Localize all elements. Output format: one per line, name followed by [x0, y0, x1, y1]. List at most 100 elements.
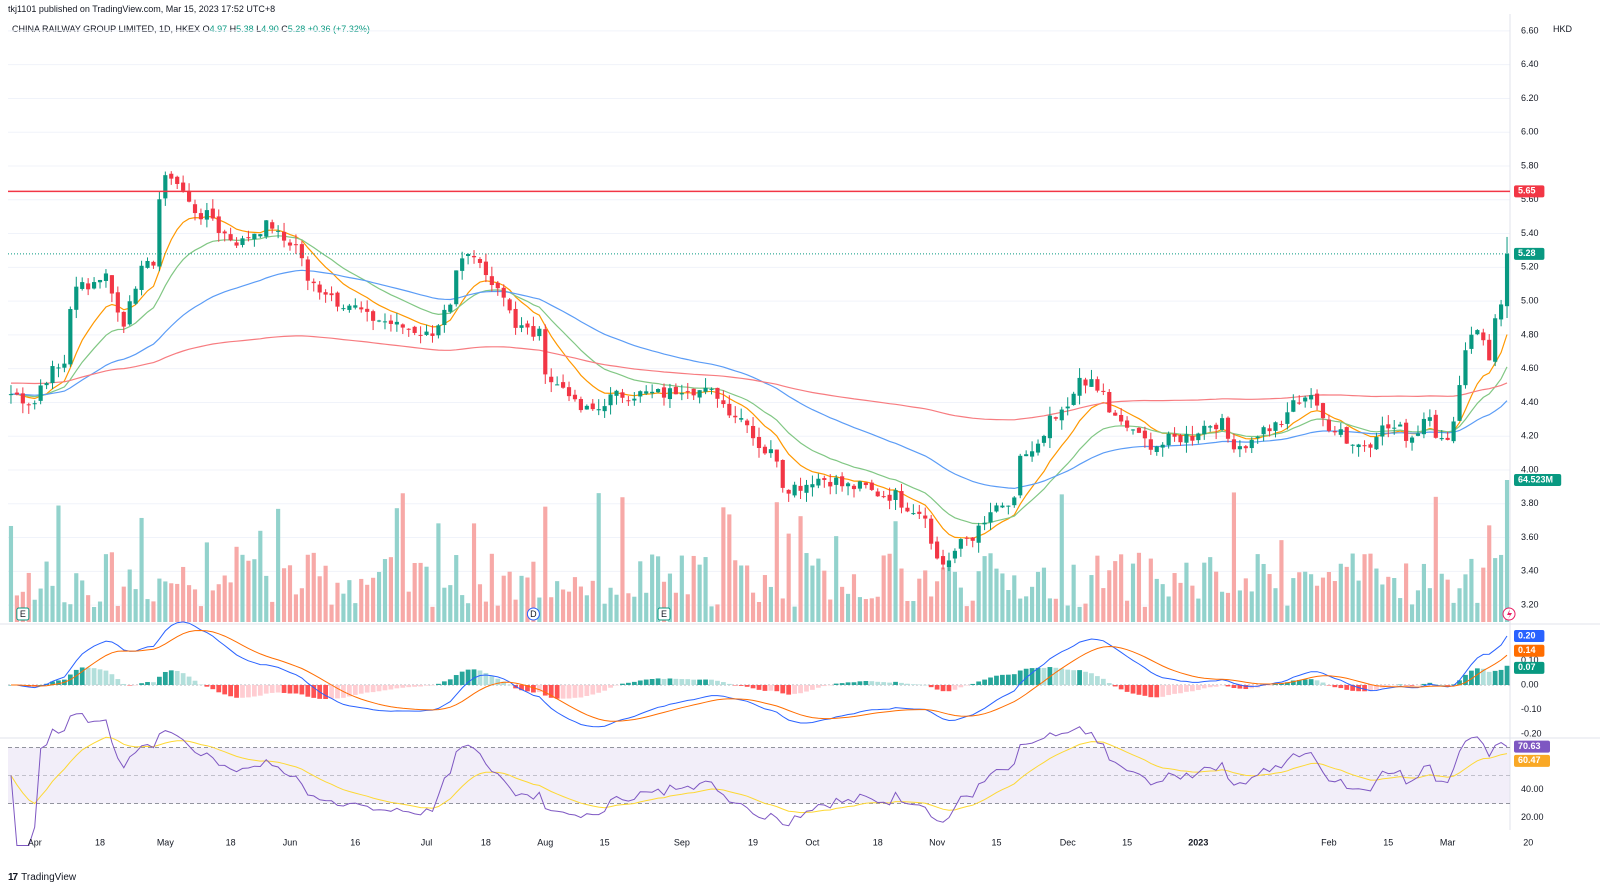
volume-bar	[32, 599, 37, 622]
macd-line	[11, 621, 1508, 728]
price-tick-label: 6.20	[1521, 93, 1539, 103]
macd-histogram-bar	[394, 685, 400, 689]
price-tick-label: 6.40	[1521, 59, 1539, 69]
candle-body	[329, 293, 334, 296]
macd-histogram-bar	[311, 685, 317, 698]
volume-bar	[590, 580, 595, 622]
macd-histogram-bar	[1267, 685, 1272, 686]
candle-body	[834, 477, 839, 485]
macd-histogram-bar	[180, 673, 186, 685]
volume-bar	[994, 568, 999, 622]
volume-bar	[1012, 575, 1017, 622]
volume-bar	[489, 553, 494, 622]
volume-bar	[940, 567, 946, 622]
time-tick-label: 18	[481, 837, 491, 847]
price-tick-label: 5.00	[1521, 295, 1539, 305]
volume-bar	[1267, 574, 1272, 622]
macd-value-tag-bg	[1514, 630, 1545, 642]
volume-bar	[1006, 590, 1011, 622]
candlesticks[interactable]	[8, 171, 1510, 572]
macd-histogram-bar	[346, 685, 352, 697]
volume-bar	[1326, 572, 1332, 622]
macd-histogram-bar	[1077, 670, 1082, 685]
macd-histogram-bar	[1338, 685, 1344, 689]
candle-body	[264, 220, 269, 237]
volume-bar	[1332, 581, 1337, 622]
volume-bar	[1309, 574, 1314, 622]
axes: 6.60 6.40 6.20 6.00 5.80 5.60 5.40 5.20 5.00 4.80…	[28, 25, 1544, 847]
moving-averages	[10, 215, 1508, 540]
volume-bar	[1320, 577, 1326, 622]
candle-body	[1053, 417, 1058, 419]
candle-body	[1089, 379, 1094, 387]
brand-name: TradingView	[21, 872, 77, 883]
macd-histogram-bar	[774, 685, 780, 692]
macd-histogram-bar	[1160, 685, 1166, 697]
volume-bar	[264, 575, 269, 622]
volume-bar	[436, 523, 441, 622]
macd-histogram-bar	[560, 685, 566, 699]
close-label: C	[281, 24, 288, 34]
macd-histogram-bar	[1290, 680, 1296, 685]
macd-histogram-bar	[489, 676, 495, 685]
macd-histogram-bar	[388, 685, 394, 690]
volume-bar	[204, 542, 209, 622]
macd-histogram-bar	[252, 685, 257, 697]
candle-body	[1243, 446, 1248, 449]
volume-bar	[982, 556, 987, 622]
macd-histogram-bar	[1154, 685, 1160, 698]
macd-histogram-bar	[1184, 685, 1189, 692]
volume-bar	[1273, 588, 1278, 622]
candle-body	[727, 403, 732, 416]
candle-body	[323, 292, 328, 295]
candle-body	[1386, 424, 1391, 429]
volume-bar	[80, 580, 85, 622]
candle-body	[371, 311, 376, 321]
candle-body	[1338, 429, 1343, 435]
candle-body	[210, 208, 215, 219]
time-tick-label: 15	[1122, 837, 1132, 847]
macd-histogram-bar	[905, 683, 910, 685]
volume-bar	[946, 563, 952, 622]
time-tick-label: 18	[95, 837, 105, 847]
candle-body	[8, 394, 14, 396]
brand[interactable]: 17 TradingView	[8, 872, 76, 883]
currency-label: HKD	[1553, 24, 1573, 34]
candle-body	[798, 485, 803, 491]
volume-bar	[1000, 573, 1005, 622]
volume-bar	[1243, 578, 1248, 622]
macd-histogram-bar	[608, 685, 613, 688]
macd-histogram-bar	[536, 685, 542, 693]
volume-bar	[899, 568, 904, 622]
macd-histogram-bar	[732, 685, 738, 686]
candle-body	[406, 328, 411, 330]
volume-bar	[1255, 554, 1260, 622]
candle-body	[133, 288, 138, 304]
volume-tag-bg	[1514, 474, 1562, 486]
candle-body	[887, 494, 892, 501]
volume-bar	[1261, 563, 1266, 622]
macd-histogram-bar	[97, 669, 103, 685]
volume-bar	[756, 601, 762, 622]
macd-histogram-bar	[157, 676, 162, 685]
volume-bar	[38, 588, 43, 622]
candle-body	[1101, 390, 1106, 392]
candle-body	[739, 418, 744, 420]
macd-histogram-bar	[976, 681, 982, 685]
candle-body	[424, 331, 429, 335]
macd-histogram-bar	[1071, 670, 1077, 685]
macd-histogram-bar	[1059, 668, 1065, 685]
volume-bar	[1148, 558, 1153, 622]
candle-body	[750, 425, 756, 439]
candle-body	[1160, 444, 1165, 448]
macd-histogram-bar	[1415, 685, 1421, 686]
candle-body	[258, 234, 263, 237]
candle-body	[1059, 409, 1064, 421]
macd-histogram-bar	[1457, 680, 1462, 685]
macd-histogram-bar	[1486, 671, 1492, 685]
volume-bar	[412, 563, 417, 622]
macd-tick-label: 0.10	[1521, 655, 1539, 665]
macd-histogram-bar	[1273, 684, 1278, 685]
